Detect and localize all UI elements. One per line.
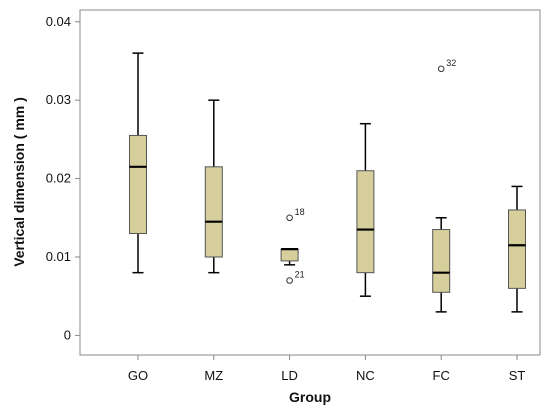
x-tick-label-ld: LD: [281, 368, 298, 383]
box-go: [129, 52, 147, 274]
iqr-box: [356, 170, 375, 274]
iqr-box: [432, 229, 451, 293]
y-tick-label: 0.03: [46, 92, 71, 107]
y-tick-label: 0.04: [46, 14, 71, 29]
plot-area: [79, 9, 541, 356]
outlier-label: 21: [295, 270, 305, 280]
y-tick-label: 0: [64, 327, 71, 342]
x-tick-label-mz: MZ: [204, 368, 223, 383]
y-tick-label: 0.01: [46, 249, 71, 264]
y-axis: 0 0.01 0.02 0.03 0.04: [46, 14, 80, 342]
box-st: [508, 185, 526, 313]
iqr-box: [280, 248, 299, 262]
outlier-point: [286, 214, 293, 222]
outlier-point: [286, 277, 293, 284]
x-axis: GO MZ LD NC FC ST: [128, 355, 525, 383]
x-tick-label-fc: FC: [433, 368, 450, 383]
x-axis-title: Group: [289, 389, 331, 405]
x-tick-label-st: ST: [509, 368, 526, 383]
y-axis-title: Vertical dimension ( mm ): [11, 97, 27, 267]
outlier-label: 32: [446, 58, 456, 68]
iqr-box: [204, 166, 223, 258]
outlier-label: 18: [295, 207, 305, 217]
box-mz: [204, 99, 223, 274]
x-tick-label-nc: NC: [356, 368, 375, 383]
outlier-point: [437, 65, 445, 73]
iqr-box: [508, 209, 526, 289]
x-tick-label-go: GO: [128, 368, 148, 383]
box-nc: [356, 122, 375, 297]
box-fc: 32: [432, 58, 456, 313]
y-tick-label: 0.02: [46, 171, 71, 186]
iqr-box: [129, 134, 147, 234]
